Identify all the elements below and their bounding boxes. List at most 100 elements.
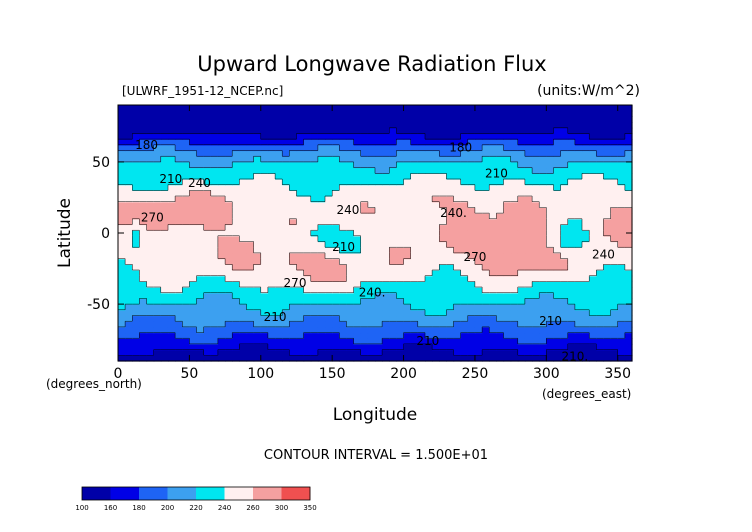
- heatmap-cell: [303, 326, 312, 334]
- heatmap-cell: [317, 156, 326, 163]
- heatmap-cell: [310, 161, 319, 169]
- heatmap-cell: [267, 150, 276, 157]
- heatmap-cell: [589, 258, 597, 265]
- heatmap-cell: [389, 144, 398, 152]
- heatmap-cell: [503, 116, 512, 123]
- heatmap-cell: [396, 230, 405, 237]
- heatmap-cell: [382, 122, 390, 129]
- heatmap-cell: [467, 355, 476, 362]
- heatmap-cell: [439, 116, 447, 123]
- colorbar-label: 300: [275, 504, 288, 512]
- heatmap-cell: [282, 122, 290, 129]
- heatmap-cell: [532, 167, 540, 174]
- heatmap-cell: [467, 326, 476, 334]
- heatmap-cell: [253, 122, 262, 129]
- heatmap-cell: [289, 321, 298, 328]
- heatmap-cell: [503, 258, 512, 265]
- heatmap-cell: [125, 230, 133, 237]
- heatmap-cell: [203, 173, 212, 180]
- heatmap-cell: [325, 213, 333, 220]
- heatmap-cell: [317, 230, 326, 237]
- heatmap-cell: [139, 127, 148, 135]
- heatmap-cell: [182, 349, 190, 356]
- heatmap-cell: [182, 190, 190, 197]
- heatmap-cell: [574, 281, 583, 288]
- heatmap-cell: [289, 247, 298, 254]
- heatmap-cell: [217, 184, 226, 191]
- heatmap-cell: [118, 315, 126, 322]
- heatmap-cell: [282, 287, 290, 294]
- heatmap-cell: [424, 321, 433, 328]
- heatmap-cell: [296, 275, 305, 282]
- heatmap-cell: [253, 338, 262, 345]
- heatmap-cell: [210, 281, 219, 288]
- heatmap-cell: [453, 326, 462, 334]
- heatmap-cell: [424, 184, 433, 191]
- heatmap-cell: [232, 349, 240, 356]
- heatmap-cell: [410, 110, 419, 117]
- heatmap-cell: [125, 252, 133, 260]
- heatmap-cell: [339, 122, 348, 129]
- heatmap-cell: [346, 213, 355, 220]
- heatmap-cell: [310, 349, 319, 356]
- heatmap-cell: [332, 258, 340, 265]
- heatmap-cell: [603, 207, 612, 214]
- heatmap-cell: [246, 156, 255, 163]
- heatmap-cell: [175, 184, 183, 191]
- heatmap-cell: [182, 355, 190, 362]
- heatmap-cell: [610, 269, 619, 277]
- heatmap-cell: [574, 156, 583, 163]
- heatmap-cell: [246, 309, 255, 317]
- heatmap-cell: [389, 167, 398, 174]
- heatmap-cell: [624, 281, 633, 288]
- heatmap-cell: [553, 241, 562, 248]
- heatmap-cell: [189, 167, 198, 174]
- heatmap-cell: [353, 110, 362, 117]
- heatmap-cell: [474, 281, 483, 288]
- heatmap-cell: [282, 355, 290, 362]
- heatmap-cell: [317, 326, 326, 334]
- heatmap-cell: [417, 173, 426, 180]
- heatmap-cell: [589, 264, 597, 271]
- heatmap-cell: [574, 213, 583, 220]
- heatmap-cell: [125, 173, 133, 180]
- heatmap-cell: [203, 224, 212, 231]
- heatmap-cell: [532, 133, 540, 140]
- contour-label: 240.: [440, 206, 467, 220]
- heatmap-cell: [210, 173, 219, 180]
- heatmap-cell: [167, 241, 176, 248]
- heatmap-cell: [453, 218, 462, 226]
- heatmap-cell: [353, 139, 362, 146]
- heatmap-cell: [624, 309, 633, 317]
- heatmap-cell: [303, 156, 312, 163]
- heatmap-cell: [267, 338, 276, 345]
- heatmap-cell: [346, 269, 355, 277]
- heatmap-cell: [118, 338, 126, 345]
- heatmap-cell: [125, 218, 133, 226]
- heatmap-cell: [389, 105, 398, 112]
- heatmap-cell: [503, 156, 512, 163]
- heatmap-cell: [432, 230, 440, 237]
- heatmap-cell: [189, 173, 198, 180]
- heatmap-cell: [203, 355, 212, 362]
- heatmap-cell: [382, 127, 390, 135]
- heatmap-cell: [517, 264, 526, 271]
- heatmap-cell: [496, 304, 505, 311]
- heatmap-cell: [296, 298, 305, 305]
- heatmap-cell: [410, 298, 419, 305]
- heatmap-cell: [225, 224, 233, 231]
- heatmap-cell: [217, 338, 226, 345]
- heatmap-cell: [567, 269, 576, 277]
- heatmap-cell: [275, 230, 283, 237]
- heatmap-cell: [203, 321, 212, 328]
- heatmap-cell: [182, 292, 190, 300]
- heatmap-cell: [196, 315, 205, 322]
- heatmap-cell: [503, 292, 512, 300]
- heatmap-cell: [510, 127, 519, 135]
- heatmap-cell: [317, 122, 326, 129]
- heatmap-cell: [539, 150, 547, 157]
- heatmap-cell: [539, 332, 547, 339]
- heatmap-cell: [275, 349, 283, 356]
- heatmap-cell: [139, 196, 148, 203]
- heatmap-cell: [617, 269, 626, 277]
